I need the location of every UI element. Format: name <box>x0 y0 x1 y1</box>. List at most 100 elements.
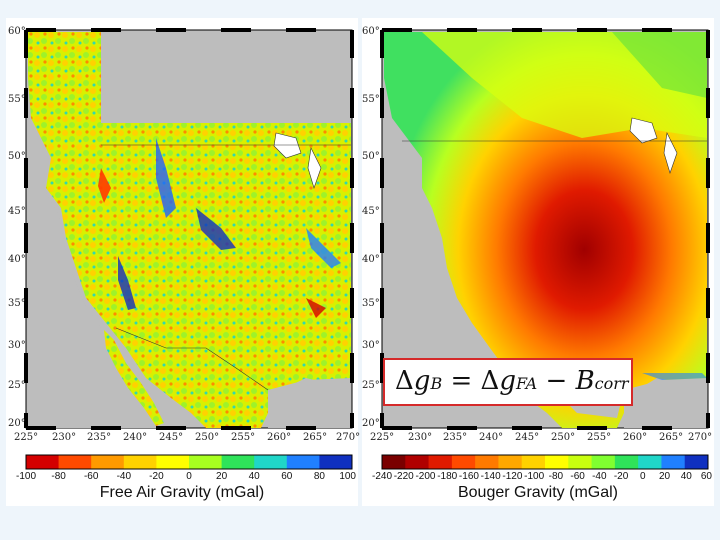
bouguer-map-panel: 60° 55° 50° 45° 40° 35° 30° 25° 20° 225°… <box>362 18 714 506</box>
lat-label-50-right: 50° <box>362 151 380 162</box>
bouguer-colorbar-tick-label: 20 <box>658 471 671 482</box>
free-air-colorbar-tick-label: 80 <box>313 471 325 482</box>
eq-g-1: g <box>413 366 431 396</box>
bouguer-colorbar-tick-label: -180 <box>437 471 458 482</box>
free-air-colorbar-tick-label: -80 <box>51 471 66 482</box>
free-air-colorbar-segment <box>286 455 320 469</box>
free-air-map-panel: 60° 55° 50° 45° 40° 35° 30° 25° 20° 225°… <box>6 18 361 506</box>
lat-label-30-right: 30° <box>362 340 380 351</box>
lon-label-225-right: 225° <box>370 432 395 443</box>
bouguer-equation-box: ΔgB = ΔgFA − Bcorr <box>383 358 633 406</box>
lon-label-265: 265° <box>303 432 328 443</box>
free-air-colorbar-segment <box>221 455 255 469</box>
lon-label-250: 250° <box>195 432 220 443</box>
free-air-colorbar-tick-label: 60 <box>281 471 293 482</box>
free-air-colorbar-tick-label: 40 <box>248 471 260 482</box>
lat-label-35: 35° <box>8 298 26 309</box>
free-air-colorbar-tick-label: -60 <box>83 471 99 482</box>
lat-label-30: 30° <box>8 340 26 351</box>
lon-label-235-right: 235° <box>443 432 468 443</box>
eq-sub-b: B <box>430 374 443 393</box>
bouguer-colorbar-title: Bouger Gravity (mGal) <box>457 484 619 501</box>
bouguer-colorbar-tick-label: -20 <box>613 471 629 482</box>
eq-delta-1: Δ <box>395 366 414 396</box>
bouguer-map <box>380 28 710 470</box>
lon-label-270: 270° <box>336 432 361 443</box>
lat-label-40-right: 40° <box>362 254 380 265</box>
bouguer-colorbar-tick-label: -60 <box>570 471 585 482</box>
free-air-colorbar-segment <box>319 455 353 469</box>
bouguer-colorbar-segment <box>661 455 686 469</box>
lon-label-260-right: 260° <box>623 432 648 443</box>
lon-label-225: 225° <box>14 432 39 443</box>
bouguer-colorbar-segment <box>568 455 593 469</box>
free-air-colorbar-tick-label: 0 <box>186 471 192 482</box>
bouguer-colorbar-tick-label: -220 <box>393 471 414 482</box>
lon-label-255-right: 255° <box>587 432 612 443</box>
free-air-colorbar-segment <box>189 455 223 469</box>
free-air-colorbar-tick-label: 20 <box>216 471 228 482</box>
eq-sub-fa: FA <box>515 374 538 393</box>
bouguer-colorbar-tick-label: -140 <box>480 471 501 482</box>
lat-label-40: 40° <box>8 254 26 265</box>
bouguer-colorbar-tick-label: -80 <box>548 471 564 482</box>
free-air-colorbar <box>25 454 353 470</box>
lat-label-60-right: 60° <box>362 26 380 37</box>
free-air-map <box>24 28 354 470</box>
lon-label-245-right: 245° <box>515 432 540 443</box>
bouguer-colorbar-tick-label: -200 <box>415 471 436 482</box>
bouguer-colorbar-segment <box>405 455 430 469</box>
bouguer-colorbar-tick-label: 40 <box>680 471 692 482</box>
free-air-colorbar-frame <box>25 454 353 470</box>
lat-label-45: 45° <box>8 206 26 217</box>
free-air-colorbar-segment <box>156 455 190 469</box>
lon-label-240: 240° <box>123 432 148 443</box>
lat-label-35-right: 35° <box>362 298 380 309</box>
bouguer-colorbar-segment <box>428 455 453 469</box>
lon-label-270-right: 270° <box>688 432 713 443</box>
free-air-colorbar-segment <box>58 455 92 469</box>
bouguer-colorbar-segment <box>382 455 406 469</box>
bouguer-colorbar-tick-label: 60 <box>700 471 712 482</box>
lon-label-265-right: 265° <box>659 432 684 443</box>
lat-label-45-right: 45° <box>362 206 380 217</box>
bouguer-colorbar-segment <box>498 455 523 469</box>
bouguer-colorbar-segment <box>591 455 616 469</box>
lon-label-255: 255° <box>231 432 256 443</box>
lon-label-260: 260° <box>267 432 292 443</box>
lat-label-55: 55° <box>8 94 26 105</box>
bouguer-colorbar-segment <box>475 455 499 469</box>
lon-label-230-right: 230° <box>408 432 433 443</box>
free-air-colorbar-tick-label: -40 <box>116 471 132 482</box>
bouguer-colorbar-tick-label: -40 <box>592 471 607 482</box>
lon-label-245: 245° <box>159 432 184 443</box>
bouguer-colorbar-segment <box>638 455 662 469</box>
bouguer-colorbar-segment <box>684 455 709 469</box>
free-air-colorbar-tick-label: 100 <box>339 471 356 482</box>
bouguer-colorbar-segment <box>451 455 476 469</box>
lat-label-25-right: 25° <box>362 380 380 391</box>
eq-delta-2: Δ <box>480 366 500 396</box>
bouguer-colorbar-tick-label: -160 <box>458 471 479 482</box>
free-air-colorbar-segment <box>254 455 288 469</box>
lat-label-60: 60° <box>8 26 26 37</box>
bouguer-colorbar-tick-label: 0 <box>640 471 646 482</box>
free-air-colorbar-title: Free Air Gravity (mGal) <box>99 484 265 501</box>
bouguer-colorbar-tick-label: -100 <box>524 471 545 482</box>
lon-label-240-right: 240° <box>479 432 504 443</box>
free-air-colorbar-segment <box>26 455 60 469</box>
eq-B: B <box>575 366 595 396</box>
lon-label-230: 230° <box>52 432 77 443</box>
lon-label-235: 235° <box>87 432 112 443</box>
free-air-colorbar-segment <box>123 455 157 469</box>
lat-label-20: 20° <box>8 418 26 429</box>
bouguer-colorbar-tick-label: -120 <box>502 471 523 482</box>
lat-label-55-right: 55° <box>362 94 380 105</box>
bouguer-colorbar <box>381 454 709 470</box>
lon-label-250-right: 250° <box>551 432 576 443</box>
free-air-colorbar-tick-label: -20 <box>149 471 164 482</box>
lat-label-50: 50° <box>8 151 26 162</box>
bouguer-equation: ΔgB = ΔgFA − Bcorr <box>395 366 629 396</box>
eq-minus: − <box>545 366 568 396</box>
lat-label-25: 25° <box>8 380 26 391</box>
